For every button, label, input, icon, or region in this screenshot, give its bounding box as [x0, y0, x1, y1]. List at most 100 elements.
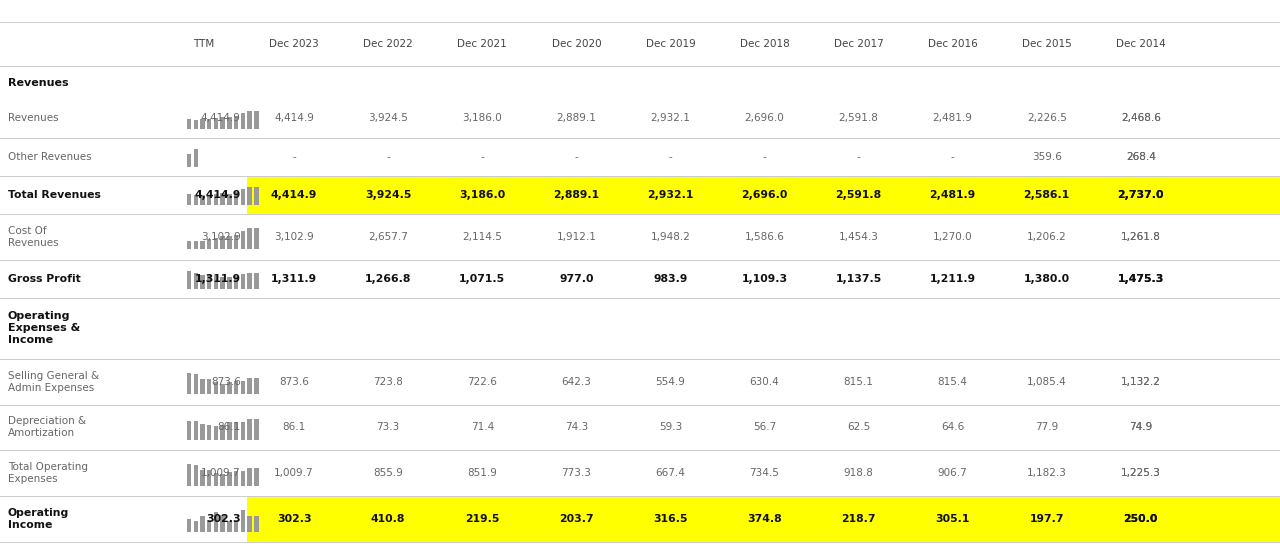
Text: 302.3: 302.3: [276, 514, 311, 524]
Bar: [220, 117, 225, 129]
Text: 203.7: 203.7: [559, 514, 594, 524]
Text: 873.6: 873.6: [279, 377, 308, 387]
Bar: [214, 118, 218, 129]
Text: 71.4: 71.4: [471, 422, 494, 432]
Text: 1,206.2: 1,206.2: [1027, 232, 1066, 242]
Text: 219.5: 219.5: [465, 514, 499, 524]
Bar: [227, 236, 232, 249]
Text: 3,102.9: 3,102.9: [201, 232, 241, 242]
Text: 1,380.0: 1,380.0: [1024, 274, 1070, 284]
Text: 374.8: 374.8: [748, 514, 782, 524]
Text: 977.0: 977.0: [559, 274, 594, 284]
Text: 410.8: 410.8: [371, 514, 406, 524]
Text: Revenues: Revenues: [8, 78, 68, 88]
Text: 56.7: 56.7: [753, 422, 776, 432]
Text: 2,481.9: 2,481.9: [933, 113, 973, 123]
Bar: [193, 421, 198, 440]
Text: Other Revenues: Other Revenues: [8, 152, 91, 161]
Bar: [253, 273, 259, 289]
Text: 2,932.1: 2,932.1: [650, 113, 690, 123]
Text: TTM: TTM: [193, 39, 214, 49]
Bar: [200, 470, 205, 486]
Text: Dec 2018: Dec 2018: [740, 39, 790, 49]
Bar: [253, 111, 259, 129]
Text: 2,696.0: 2,696.0: [741, 190, 787, 200]
Text: 1,009.7: 1,009.7: [274, 468, 314, 478]
Text: 667.4: 667.4: [655, 468, 685, 478]
Bar: [247, 516, 252, 531]
Text: 815.4: 815.4: [938, 377, 968, 387]
Text: 2,889.1: 2,889.1: [553, 190, 599, 200]
Bar: [207, 470, 211, 486]
Bar: [227, 521, 232, 531]
Bar: [220, 194, 225, 205]
Bar: [193, 273, 198, 289]
Bar: [193, 149, 198, 167]
Text: 2,696.0: 2,696.0: [745, 113, 785, 123]
Text: 268.4: 268.4: [1126, 152, 1156, 161]
Bar: [214, 473, 218, 486]
Bar: [200, 379, 205, 394]
Text: 851.9: 851.9: [467, 468, 497, 478]
Text: Dec 2015: Dec 2015: [1021, 39, 1071, 49]
Text: Dec 2023: Dec 2023: [269, 39, 319, 49]
Bar: [207, 425, 211, 440]
Text: 1,109.3: 1,109.3: [741, 274, 787, 284]
Bar: [234, 235, 238, 249]
Text: 316.5: 316.5: [653, 514, 687, 524]
Bar: [187, 519, 191, 531]
Bar: [187, 465, 191, 486]
Text: 983.9: 983.9: [653, 274, 687, 284]
Text: 1,182.3: 1,182.3: [1027, 468, 1066, 478]
Text: Operating
Expenses &
Income: Operating Expenses & Income: [8, 311, 79, 345]
Bar: [241, 231, 244, 249]
Bar: [227, 278, 232, 289]
Text: -: -: [668, 152, 672, 161]
Text: 2,114.5: 2,114.5: [462, 232, 502, 242]
Text: 4,414.9: 4,414.9: [195, 190, 241, 200]
Bar: [187, 421, 191, 440]
Text: 1,132.2: 1,132.2: [1121, 377, 1161, 387]
Text: -: -: [575, 152, 579, 161]
Text: 723.8: 723.8: [374, 377, 403, 387]
Text: 1,071.5: 1,071.5: [460, 274, 506, 284]
Bar: [247, 111, 252, 129]
Text: 250.0: 250.0: [1124, 514, 1158, 524]
Bar: [207, 275, 211, 289]
Bar: [200, 119, 205, 129]
Bar: [247, 273, 252, 289]
Text: 855.9: 855.9: [374, 468, 403, 478]
Text: 1,225.3: 1,225.3: [1121, 468, 1161, 478]
Text: 1,211.9: 1,211.9: [929, 274, 975, 284]
Bar: [227, 421, 232, 440]
Text: Depreciation &
Amortization: Depreciation & Amortization: [8, 416, 86, 439]
Text: 873.6: 873.6: [211, 377, 241, 387]
Bar: [200, 241, 205, 249]
Text: -: -: [763, 152, 767, 161]
Text: 197.7: 197.7: [1029, 514, 1064, 524]
Bar: [227, 117, 232, 129]
Bar: [214, 382, 218, 394]
Text: 2,889.1: 2,889.1: [557, 113, 596, 123]
Text: 74.9: 74.9: [1129, 422, 1152, 432]
Text: 1,225.3: 1,225.3: [1121, 468, 1161, 478]
Bar: [200, 274, 205, 289]
Text: 4,414.9: 4,414.9: [201, 113, 241, 123]
Text: Dec 2022: Dec 2022: [364, 39, 413, 49]
Text: 815.1: 815.1: [844, 377, 873, 387]
Text: 1,475.3: 1,475.3: [1117, 274, 1164, 284]
Text: 918.8: 918.8: [844, 468, 873, 478]
Text: 305.1: 305.1: [936, 514, 970, 524]
Bar: [214, 512, 218, 531]
Text: 59.3: 59.3: [659, 422, 682, 432]
Bar: [207, 520, 211, 531]
Bar: [207, 195, 211, 205]
Bar: [220, 515, 225, 531]
Text: 4,414.9: 4,414.9: [274, 113, 314, 123]
Bar: [247, 176, 1280, 214]
Text: 1,266.8: 1,266.8: [365, 274, 411, 284]
Text: 73.3: 73.3: [376, 422, 399, 432]
Bar: [247, 468, 252, 486]
Bar: [187, 373, 191, 394]
Bar: [234, 520, 238, 531]
